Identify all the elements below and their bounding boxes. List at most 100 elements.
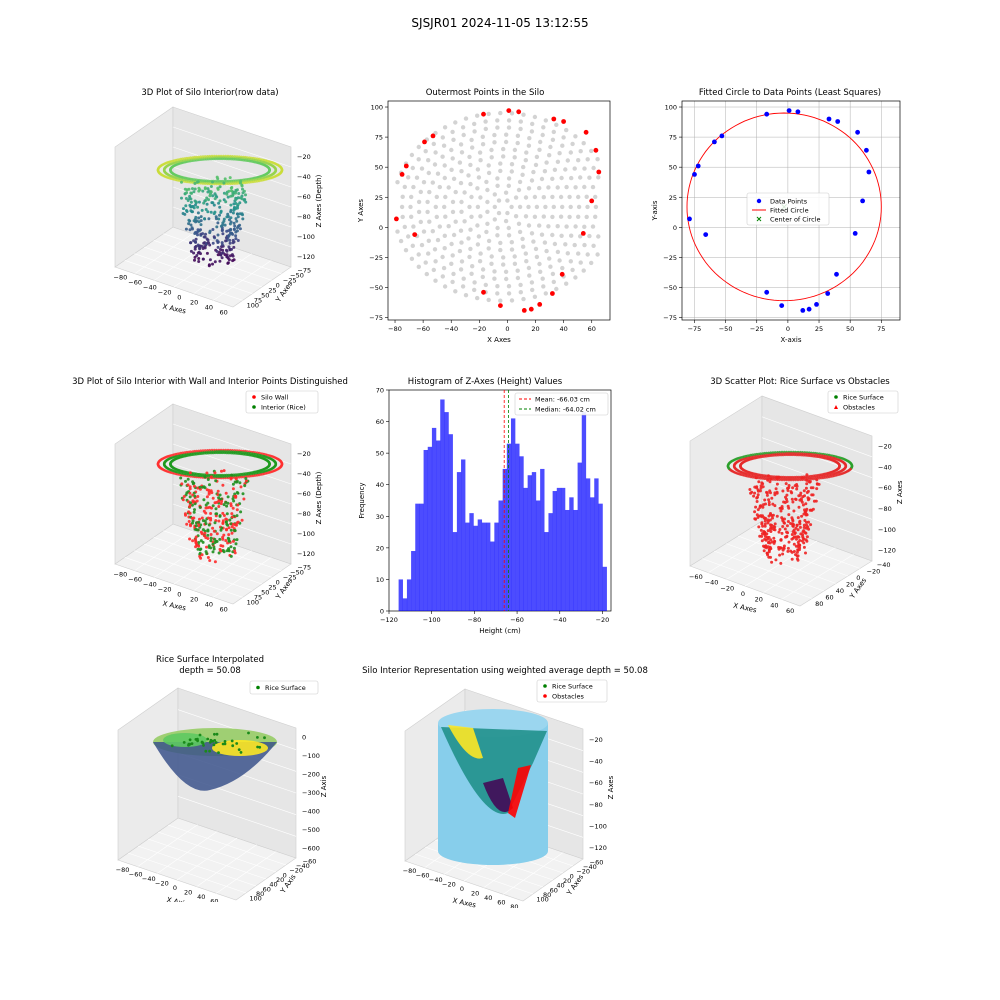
outermost-point (506, 108, 512, 113)
interior-point (582, 166, 587, 171)
interior-point (495, 233, 500, 238)
interior-point (532, 294, 538, 299)
interior-point (457, 248, 463, 254)
interior-point (469, 194, 474, 200)
scatter-point (223, 177, 227, 181)
scatter-point (221, 157, 224, 161)
interior-point (480, 142, 486, 147)
scatter-point (805, 478, 809, 482)
outermost-point (422, 139, 427, 145)
scatter-point (225, 504, 229, 508)
scatter-point (199, 232, 203, 236)
interior-point (453, 219, 458, 224)
interior-point (408, 204, 413, 210)
z-tick-label: −20 (878, 442, 892, 450)
scatter-point (777, 545, 781, 549)
x-tick-label: 60 (588, 325, 596, 333)
interior-point (541, 284, 546, 289)
y-tick-label: 100 (249, 895, 261, 902)
scatter-point (227, 258, 231, 262)
legend-label: Mean: -66.03 cm (535, 396, 590, 404)
data-point (764, 289, 770, 295)
interior-point (459, 169, 464, 174)
interior-point (441, 143, 447, 148)
y-tick-label: 60 (376, 418, 384, 426)
z-tick-label: −60 (878, 484, 892, 492)
scatter-point (192, 251, 196, 255)
outermost-point (412, 232, 418, 238)
grid-line (172, 146, 292, 188)
histogram-bar (598, 503, 603, 611)
scatter-point (181, 498, 185, 502)
scatter-point (230, 525, 234, 529)
scatter-point (763, 524, 767, 528)
y-tick-label: 75 (254, 297, 262, 305)
scatter-point (193, 508, 196, 512)
histogram-bar (585, 478, 591, 611)
scatter-point (197, 244, 201, 248)
scatter-point (224, 239, 228, 243)
interior-point (544, 248, 549, 254)
histogram-bar (423, 449, 428, 611)
interior-point (419, 166, 425, 171)
scatter-point (786, 546, 790, 550)
scatter-point (204, 232, 207, 236)
interior-point (529, 231, 535, 236)
surface-point (230, 739, 234, 743)
x-tick-label: 0 (460, 885, 464, 893)
scatter-point (761, 482, 765, 486)
panel-3d-representation: Silo Interior Representation using weigh… (345, 663, 665, 911)
interior-point (402, 224, 407, 230)
legend-marker-obstacle (543, 694, 547, 698)
scatter-point (754, 505, 758, 509)
scatter-point (769, 530, 773, 533)
scatter-point (773, 522, 777, 526)
scatter-point (809, 486, 813, 490)
axes-box: −60−40−200204060806040200−20−40−20−40−60… (689, 395, 904, 615)
interior-point (468, 246, 473, 252)
interior-point (442, 204, 447, 210)
panel-histogram: Histogram of Z-Axes (Height) Values −120… (345, 374, 625, 639)
scatter-point (768, 545, 772, 549)
scatter-point (785, 524, 789, 528)
scatter-point (250, 474, 253, 478)
scatter-point (756, 495, 759, 499)
surface-point (256, 736, 259, 739)
scatter-point (218, 537, 222, 541)
scatter-point (798, 498, 802, 502)
scatter-point (229, 203, 233, 207)
x-tick-label: 40 (770, 601, 778, 609)
interior-point (512, 147, 518, 153)
y-tick-label: −50 (369, 284, 383, 292)
scatter-point (238, 481, 242, 485)
scatter-point (193, 449, 196, 453)
scatter-point (241, 191, 245, 195)
scatter-point (212, 203, 216, 207)
y-tick-label: 40 (376, 481, 384, 489)
scatter-point (787, 540, 791, 544)
interior-point (495, 183, 500, 188)
interior-point (513, 195, 519, 200)
x-tick-label: 40 (559, 325, 567, 333)
interior-point (409, 194, 414, 200)
scatter-point (194, 203, 197, 207)
scatter-point (764, 544, 768, 548)
interior-point (595, 252, 600, 257)
x-tick-label: 40 (205, 304, 213, 312)
scatter-point (795, 550, 799, 554)
interior-point (532, 114, 538, 120)
interior-point (529, 280, 535, 285)
scatter-point (235, 491, 239, 494)
scatter-point (236, 239, 240, 242)
scatter-point (201, 189, 205, 193)
interior-point (572, 166, 577, 171)
scatter-point (208, 483, 211, 487)
scatter-point (795, 537, 798, 541)
interior-point (472, 129, 477, 134)
scatter-point (807, 478, 811, 481)
y-tick-label: 100 (371, 104, 383, 112)
interior-point (552, 241, 558, 247)
x-tick-label: 20 (184, 888, 192, 896)
panel-subtitle: depth = 50.08 (179, 666, 241, 676)
scatter-point (213, 560, 217, 564)
